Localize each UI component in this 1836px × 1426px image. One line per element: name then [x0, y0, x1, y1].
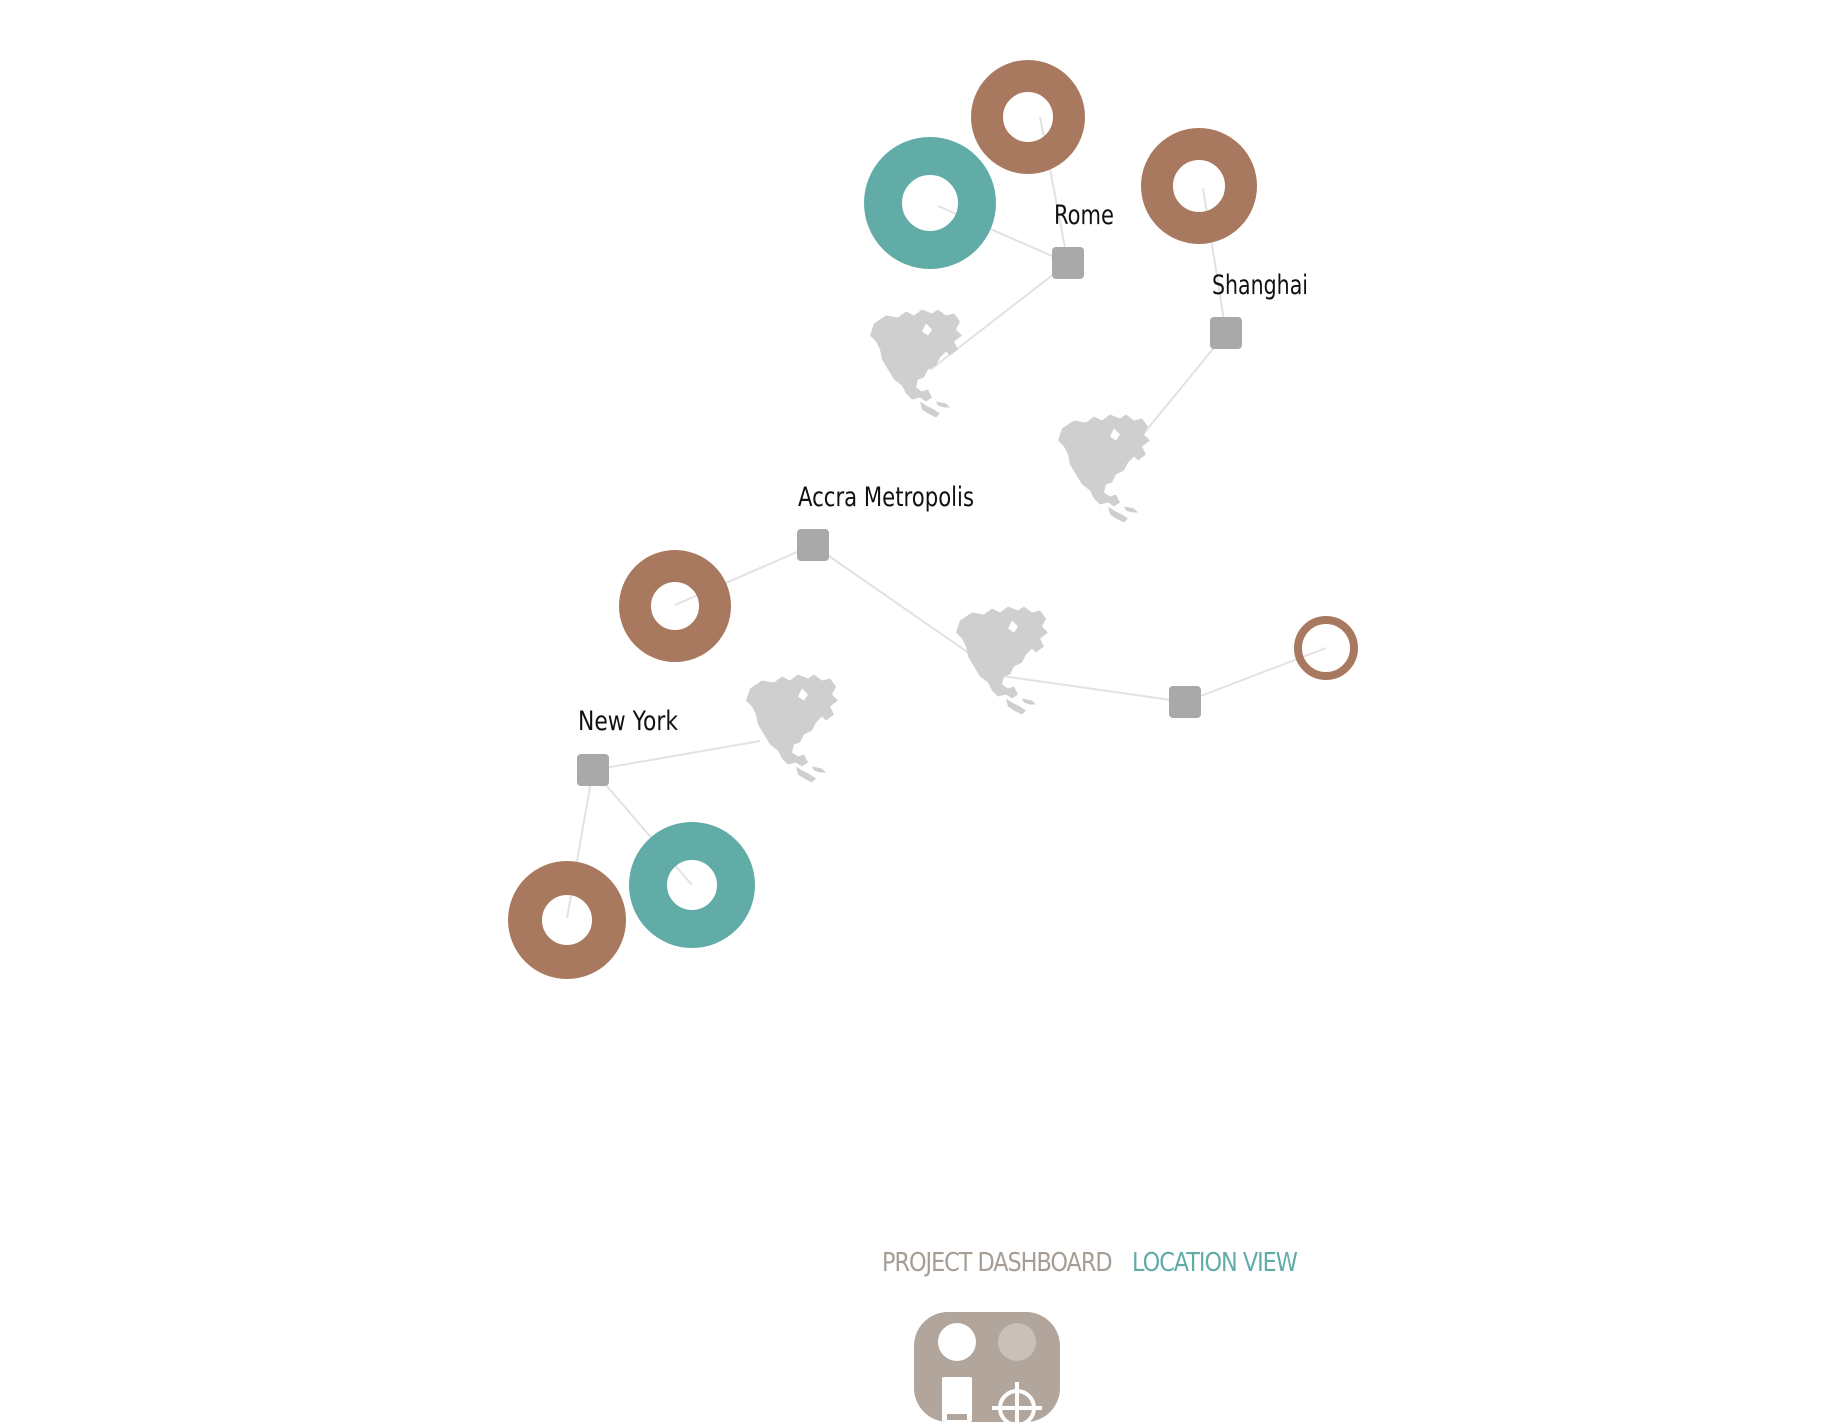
view-toggle-graphic	[938, 1323, 1042, 1426]
project-icon	[942, 1377, 972, 1422]
location-label: Accra Metropolis	[798, 482, 974, 513]
location-label: Rome	[1054, 200, 1114, 231]
project-dashboard-link[interactable]: PROJECT DASHBOARD	[882, 1248, 1113, 1278]
location-hub-unlabeled[interactable]	[1169, 686, 1201, 718]
view-toggle[interactable]	[914, 1312, 1060, 1426]
location-hub-accra-metropolis[interactable]	[797, 529, 829, 561]
location-target-icon	[992, 1382, 1042, 1426]
location-hub-new-york[interactable]	[577, 754, 609, 786]
brown-ring-node[interactable]	[971, 60, 1085, 174]
ring-nodes	[508, 60, 1358, 979]
brown-ring-node[interactable]	[619, 550, 731, 662]
brown-ring-node[interactable]	[508, 861, 626, 979]
location-label: Shanghai	[1212, 270, 1308, 301]
north-america-map-icon	[870, 309, 962, 418]
teal-ring-node[interactable]	[864, 137, 996, 269]
view-switcher: PROJECT DASHBOARD LOCATION VIEW	[0, 1248, 1836, 1308]
north-america-map-icon	[1058, 414, 1150, 523]
graph-links	[566, 116, 1327, 919]
location-view-link[interactable]: LOCATION VIEW	[1132, 1248, 1298, 1278]
north-america-map-icon	[746, 674, 838, 783]
location-label: New York	[578, 706, 678, 737]
brown-ring-node[interactable]	[1141, 128, 1257, 244]
north-america-map-icon	[956, 606, 1048, 715]
location-hubs	[577, 247, 1242, 786]
active-view-dot	[938, 1323, 976, 1361]
brown-ring-node[interactable]	[1294, 616, 1358, 680]
inactive-view-dot	[998, 1323, 1036, 1361]
teal-ring-node[interactable]	[629, 822, 755, 948]
location-hub-rome[interactable]	[1052, 247, 1084, 279]
location-hub-shanghai[interactable]	[1210, 317, 1242, 349]
location-labels: Rome Shanghai Accra Metropolis New York	[578, 200, 1308, 737]
